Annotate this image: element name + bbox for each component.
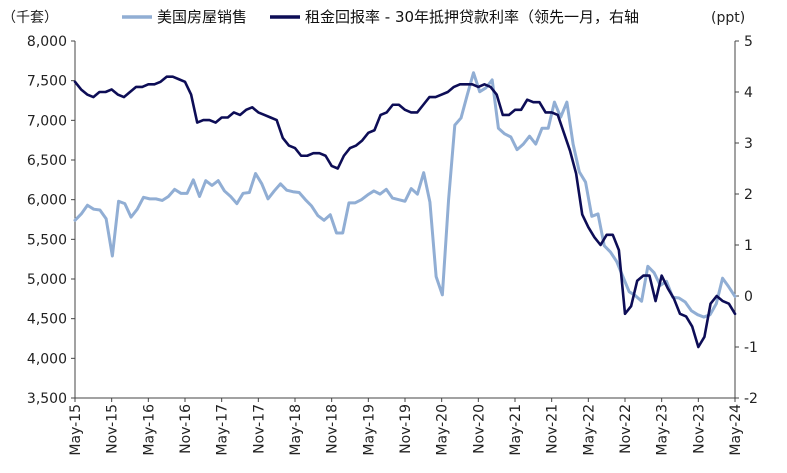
left-tick-label: 7,000 [27,113,67,129]
right-tick-label: 1 [744,238,753,254]
series-lines [73,71,737,349]
x-tick-label: Nov-23 [691,404,707,454]
x-tick-label: May-22 [581,404,597,456]
x-tick-label: Nov-20 [471,404,487,454]
series-line-rent-yield-spread [73,75,737,349]
left-tick-label: 6,000 [27,193,67,209]
left-tick-label: 4,000 [27,351,67,367]
right-tick-label: -1 [744,340,758,356]
x-tick-label: May-18 [288,404,304,456]
x-tick-label: May-20 [435,404,451,456]
right-tick-label: 3 [744,136,753,152]
left-tick-label: 8,000 [27,34,67,50]
x-tick-label: Nov-15 [105,404,121,454]
legend-label-house-sales: 美国房屋销售 [157,8,247,26]
left-tick-label: 7,500 [27,74,67,90]
legend: 美国房屋销售 租金回报率 - 30年抵押贷款利率（领先一月，右轴 [122,8,639,26]
legend-label-rent-yield-spread: 租金回报率 - 30年抵押贷款利率（领先一月，右轴 [305,8,639,26]
right-tick-label: 2 [744,187,753,203]
left-tick-label: 5,500 [27,232,67,248]
left-axis-unit: （千套） [2,10,58,26]
x-tick-label: Nov-16 [178,404,194,454]
x-tick-label: May-19 [361,404,377,456]
x-tick-label: Nov-18 [325,404,341,454]
x-tick-label: Nov-17 [251,404,267,454]
x-tick-label: Nov-19 [398,404,414,454]
x-tick-label: May-21 [508,404,524,456]
x-tick-label: Nov-22 [618,404,634,454]
right-tick-label: -2 [744,391,758,407]
x-tick-label: May-24 [728,404,744,456]
x-tick-label: May-17 [215,404,231,456]
left-tick-label: 5,000 [27,272,67,288]
x-tick-label: Nov-21 [545,404,561,454]
right-tick-label: 4 [744,85,753,101]
right-tick-label: 5 [744,34,753,50]
series-line-house-sales [73,71,737,319]
right-axis-ticks: -2 -1 0 1 2 3 4 5 [735,34,758,407]
left-tick-label: 3,500 [27,391,67,407]
x-tick-label: May-15 [68,404,84,456]
x-axis-ticks: May-15 Nov-15 May-16 Nov-16 May-17 Nov-17 May-… [68,398,744,456]
x-tick-label: May-23 [655,404,671,456]
left-tick-label: 6,500 [27,153,67,169]
axes [74,41,736,399]
x-tick-label: May-16 [141,404,157,456]
right-axis-unit: (ppt) [711,10,745,26]
left-tick-label: 4,500 [27,312,67,328]
right-tick-label: 0 [744,289,753,305]
left-axis-ticks: 3,500 4,000 4,500 5,000 5,500 6,000 6,500 7,000… [27,34,75,407]
